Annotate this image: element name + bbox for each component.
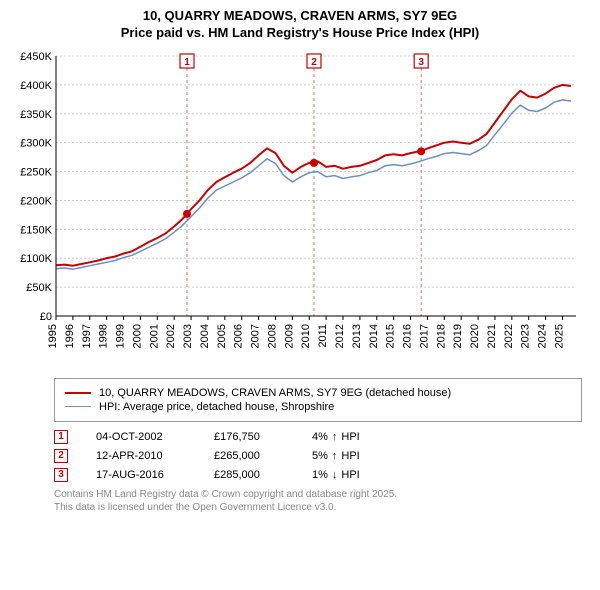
svg-text:2013: 2013 (351, 324, 363, 348)
svg-text:2011: 2011 (317, 324, 329, 348)
svg-text:£100K: £100K (20, 253, 52, 265)
table-row: 3 17-AUG-2016 £285,000 1% ↓ HPI (54, 468, 582, 482)
svg-text:2025: 2025 (553, 324, 565, 348)
table-row: 2 12-APR-2010 £265,000 5% ↑ HPI (54, 449, 582, 463)
legend-label-hpi: HPI: Average price, detached house, Shro… (99, 401, 334, 413)
svg-text:2004: 2004 (199, 324, 211, 348)
svg-text:2021: 2021 (486, 324, 498, 348)
svg-text:2001: 2001 (148, 324, 160, 348)
svg-text:£50K: £50K (26, 282, 52, 294)
svg-text:2006: 2006 (233, 324, 245, 348)
legend-label-property: 10, QUARRY MEADOWS, CRAVEN ARMS, SY7 9EG… (99, 387, 451, 399)
chart-container: 10, QUARRY MEADOWS, CRAVEN ARMS, SY7 9EG… (0, 0, 600, 525)
svg-text:2016: 2016 (402, 324, 414, 348)
svg-text:1: 1 (184, 57, 190, 68)
arrow-up-icon: ↑ (332, 450, 338, 462)
svg-text:3: 3 (418, 57, 424, 68)
footer-attribution: Contains HM Land Registry data © Crown c… (54, 488, 582, 515)
svg-text:2024: 2024 (537, 324, 549, 348)
svg-text:2000: 2000 (131, 324, 143, 348)
svg-text:2018: 2018 (435, 324, 447, 348)
chart-titles: 10, QUARRY MEADOWS, CRAVEN ARMS, SY7 9EG… (12, 8, 588, 42)
legend: 10, QUARRY MEADOWS, CRAVEN ARMS, SY7 9EG… (54, 378, 582, 422)
chart-plot: £0 £50K £100K £150K £200K £250K £300K £350K £400… (12, 48, 588, 368)
title-subtitle: Price paid vs. HM Land Registry's House … (12, 25, 588, 42)
svg-text:2017: 2017 (418, 324, 430, 348)
sale-marker-2: 2 (54, 449, 68, 463)
legend-swatch-hpi (65, 406, 91, 407)
legend-swatch-property (65, 392, 91, 394)
sale-date: 04-OCT-2002 (96, 431, 186, 443)
svg-text:2014: 2014 (368, 324, 380, 348)
svg-text:2023: 2023 (520, 324, 532, 348)
svg-text:2012: 2012 (334, 324, 346, 348)
svg-text:£400K: £400K (20, 80, 52, 92)
footer-line1: Contains HM Land Registry data © Crown c… (54, 488, 582, 502)
sale-diff: 4% ↑ HPI (312, 431, 422, 443)
svg-text:1997: 1997 (81, 324, 93, 348)
svg-text:2022: 2022 (503, 324, 515, 348)
sale-diff: 5% ↑ HPI (312, 450, 422, 462)
svg-text:£450K: £450K (20, 51, 52, 63)
svg-text:2020: 2020 (469, 324, 481, 348)
title-address: 10, QUARRY MEADOWS, CRAVEN ARMS, SY7 9EG (12, 8, 588, 25)
svg-text:£0: £0 (40, 311, 52, 323)
sale-date: 17-AUG-2016 (96, 469, 186, 481)
sale-date: 12-APR-2010 (96, 450, 186, 462)
svg-text:1995: 1995 (47, 324, 59, 348)
svg-text:2002: 2002 (165, 324, 177, 348)
svg-text:2010: 2010 (300, 324, 312, 348)
svg-text:2019: 2019 (452, 324, 464, 348)
table-row: 1 04-OCT-2002 £176,750 4% ↑ HPI (54, 430, 582, 444)
svg-text:2005: 2005 (216, 324, 228, 348)
svg-text:£350K: £350K (20, 109, 52, 121)
sale-marker-3: 3 (54, 468, 68, 482)
svg-text:£150K: £150K (20, 224, 52, 236)
svg-text:£250K: £250K (20, 166, 52, 178)
legend-item-hpi: HPI: Average price, detached house, Shro… (65, 401, 571, 413)
arrow-up-icon: ↑ (332, 431, 338, 443)
arrow-down-icon: ↓ (332, 469, 338, 481)
sale-diff: 1% ↓ HPI (312, 469, 422, 481)
svg-text:2008: 2008 (266, 324, 278, 348)
svg-text:£200K: £200K (20, 195, 52, 207)
footer-line2: This data is licensed under the Open Gov… (54, 501, 582, 515)
svg-text:£300K: £300K (20, 137, 52, 149)
svg-text:1999: 1999 (115, 324, 127, 348)
svg-text:1998: 1998 (98, 324, 110, 348)
svg-text:2015: 2015 (385, 324, 397, 348)
sales-table: 1 04-OCT-2002 £176,750 4% ↑ HPI 2 12-APR… (54, 430, 582, 482)
svg-text:2: 2 (311, 57, 317, 68)
sale-marker-1: 1 (54, 430, 68, 444)
line-chart-svg: £0 £50K £100K £150K £200K £250K £300K £350K £400… (12, 48, 588, 368)
legend-item-property: 10, QUARRY MEADOWS, CRAVEN ARMS, SY7 9EG… (65, 387, 571, 399)
svg-text:2007: 2007 (250, 324, 262, 348)
sale-price: £265,000 (214, 450, 284, 462)
sale-price: £285,000 (214, 469, 284, 481)
svg-text:2009: 2009 (283, 324, 295, 348)
svg-text:2003: 2003 (182, 324, 194, 348)
sale-price: £176,750 (214, 431, 284, 443)
svg-text:1996: 1996 (64, 324, 76, 348)
